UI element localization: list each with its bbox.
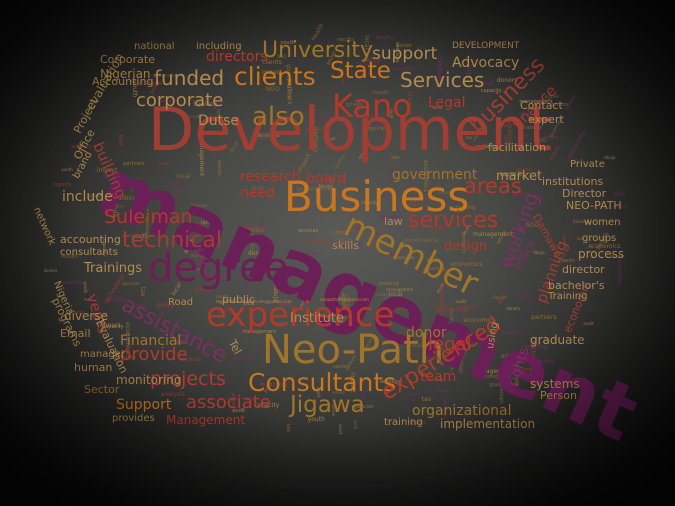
cloud-filler-word: donors: [506, 306, 520, 312]
cloud-filler-word: Abuja: [604, 155, 616, 161]
cloud-word-advocacy: Advocacy: [452, 55, 520, 71]
cloud-word-including: including: [196, 41, 242, 52]
cloud-word-expert: expert: [528, 113, 564, 126]
cloud-filler-word: studies: [232, 355, 255, 363]
cloud-filler-word: tax: [421, 395, 432, 403]
cloud-word-kano: Kano: [332, 87, 412, 125]
cloud-filler-word: tax: [139, 286, 146, 297]
cloud-word-women: women: [584, 217, 621, 228]
cloud-word-private: Private: [570, 159, 605, 170]
cloud-word-institutions: institutions: [542, 175, 604, 188]
cloud-filler-word: youth: [82, 282, 88, 294]
cloud-word-support: Support: [116, 397, 172, 413]
cloud-word-donor: donor: [406, 325, 447, 341]
cloud-filler-word: gender: [517, 294, 532, 300]
cloud-word-institute: Institute: [290, 311, 344, 326]
cloud-word-include: include: [62, 189, 113, 205]
cloud-word-contact: Contact: [520, 99, 563, 112]
cloud-filler-word: local: [352, 419, 358, 430]
cloud-word-provides: provides: [112, 413, 155, 424]
cloud-filler-word: reports: [53, 181, 72, 188]
cloud-word-bachelor-s: bachelor's: [548, 279, 605, 292]
cloud-word-university: University: [262, 38, 373, 63]
cloud-word-services: services: [408, 208, 499, 233]
cloud-word-national: national: [134, 41, 175, 52]
cloud-word-organizational: organizational: [412, 403, 512, 419]
cloud-word-director: Director: [562, 187, 607, 200]
cloud-word-email: Email: [60, 327, 91, 340]
cloud-filler-word: audit: [583, 321, 594, 327]
cloud-word-legal: Legal: [428, 95, 466, 111]
cloud-word-suleiman: Suleiman: [104, 206, 193, 228]
cloud-word-research: research: [240, 169, 301, 185]
cloud-filler-word: youth: [61, 166, 73, 172]
cloud-word-clients: clients: [234, 62, 316, 91]
cloud-word-accounting: accounting: [60, 233, 121, 246]
cloud-filler-word: studies: [434, 388, 449, 394]
cloud-word-neo-path: NEO-PATH: [566, 199, 622, 212]
cloud-word-training: training: [384, 417, 423, 428]
cloud-filler-word: civil: [613, 190, 625, 198]
cloud-word-tel: Tel: [225, 337, 245, 357]
cloud-word-human: human: [74, 361, 113, 374]
cloud-word-degree: degree: [148, 245, 289, 291]
cloud-word-monitoring: monitoring: [116, 373, 182, 387]
cloud-word-management: Management: [166, 413, 246, 427]
cloud-word-facilitation: facilitation: [488, 141, 546, 154]
cloud-word-government: government: [392, 167, 478, 183]
cloud-filler-word: tax: [284, 424, 291, 433]
cloud-word-consultants: consultants: [60, 247, 118, 258]
cloud-word-development: DEVELOPMENT: [452, 41, 520, 51]
cloud-word-process: process: [578, 247, 625, 261]
cloud-word-jigawa: Jigawa: [290, 392, 365, 418]
cloud-word-funded: funded: [154, 66, 225, 90]
cloud-word-services: Services: [400, 68, 485, 92]
cloud-word-market: market: [496, 169, 543, 184]
cloud-word-need: need: [240, 185, 275, 201]
cloud-word-training: Training: [548, 291, 588, 302]
cloud-word-associate: associate: [186, 392, 271, 413]
cloud-word-director: director: [562, 263, 605, 276]
cloud-word-technical: technical: [122, 228, 222, 253]
cloud-word-skills: skills: [332, 239, 360, 252]
cloud-word-also: also: [252, 102, 305, 132]
cloud-filler-word: agencies: [121, 280, 140, 286]
cloud-filler-word: donors: [43, 267, 58, 273]
cloud-word-groups: groups: [582, 233, 617, 244]
cloud-filler-word: audit: [338, 423, 344, 435]
cloud-filler-word: reform: [563, 93, 578, 112]
cloud-filler-word: quality: [376, 34, 394, 41]
cloud-word-directors: directors: [206, 49, 268, 65]
cloud-word-trainings: Trainings: [84, 261, 143, 276]
cloud-word-network: network: [30, 205, 58, 248]
cloud-word-sector: Sector: [84, 383, 120, 396]
cloud-word-neopathdev-gmail-com: neopathdev@gmail.com: [320, 297, 369, 302]
cloud-word-design: design: [444, 239, 488, 254]
cloud-word-dutse: Dutse: [198, 113, 240, 129]
cloud-word-law: law: [384, 215, 403, 228]
cloud-word-person: Person: [540, 389, 577, 402]
cloud-word-board: board: [306, 171, 347, 187]
cloud-word-corporate: corporate: [136, 90, 224, 111]
cloud-word-registration-neopath-dev-yahoo-com: registration neopath.dev@yahoo.com: [216, 299, 292, 304]
cloud-word-implementation: implementation: [440, 417, 536, 431]
cloud-word-team: team: [420, 369, 457, 385]
cloud-filler-word: partners: [531, 313, 557, 321]
cloud-word-financial: Financial: [120, 333, 182, 349]
cloud-word-graduate: graduate: [530, 333, 585, 347]
cloud-word-road: Road: [168, 297, 194, 308]
cloud-word-support: support: [372, 44, 438, 64]
